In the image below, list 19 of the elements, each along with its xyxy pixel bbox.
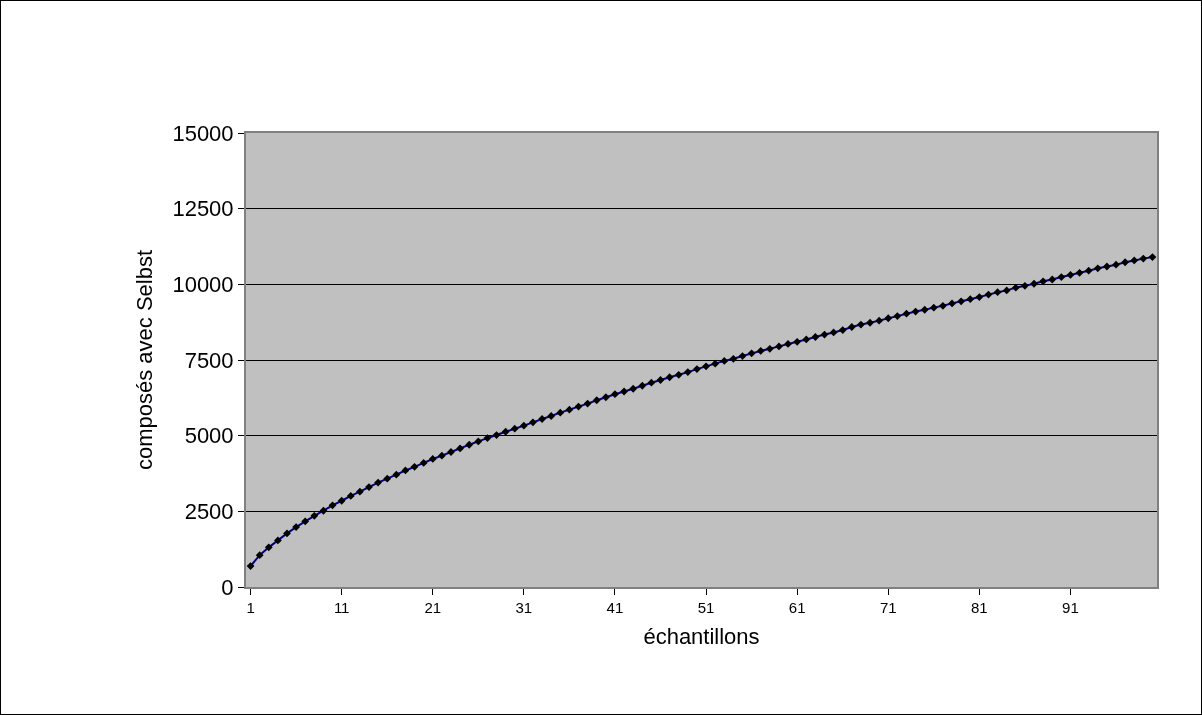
y-tick-label: 7500	[184, 347, 234, 373]
x-tick-label: 81	[971, 599, 988, 616]
y-tick-label: 15000	[172, 120, 234, 146]
x-tick-label: 1	[246, 599, 255, 616]
x-tick-label: 51	[697, 599, 715, 616]
x-tick-label: 21	[424, 599, 442, 616]
y-tick-label: 5000	[184, 423, 234, 449]
x-tick-label: 11	[333, 599, 350, 616]
y-tick-label: 12500	[172, 196, 234, 222]
y-axis-title: composés avec Selbst	[131, 249, 157, 471]
x-tick-label: 91	[1062, 599, 1079, 616]
x-tick-label: 31	[515, 599, 533, 616]
x-tick-label: 71	[879, 599, 897, 616]
x-tick-label: 61	[788, 599, 806, 616]
x-tick-label: 41	[606, 599, 624, 616]
y-tick-label: 10000	[172, 272, 234, 298]
x-axis-title: échantillons	[643, 624, 760, 650]
y-tick-label: 2500	[184, 499, 234, 525]
y-tick-label: 0	[221, 574, 234, 600]
